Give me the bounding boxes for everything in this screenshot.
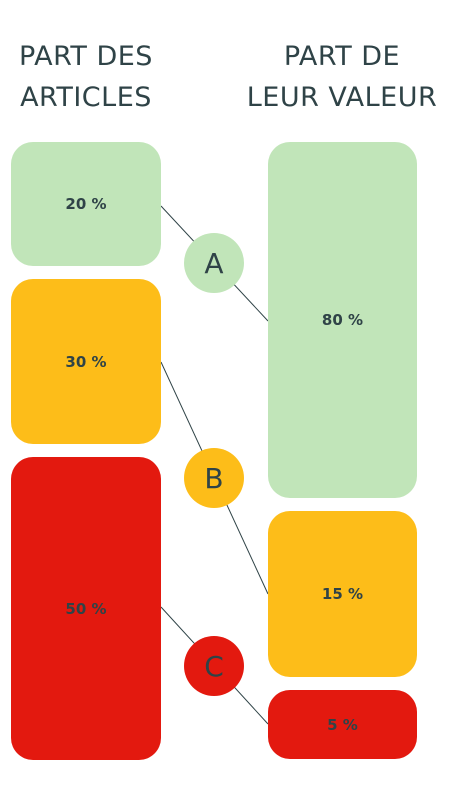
value-block-b: 15 % bbox=[268, 511, 417, 677]
articles-value-c: 50 % bbox=[65, 599, 107, 618]
articles-heading-line-1: PART DES bbox=[19, 41, 153, 72]
value-value-c: 5 % bbox=[327, 715, 358, 734]
articles-block-c: 50 % bbox=[11, 457, 161, 760]
value-block-c: 5 % bbox=[268, 690, 417, 759]
value-block-a: 80 % bbox=[268, 142, 417, 498]
category-label-a: A bbox=[204, 246, 224, 280]
category-badge-a: A bbox=[184, 233, 244, 293]
value-value-a: 80 % bbox=[321, 311, 364, 329]
value-heading-line-2: LEUR VALEUR bbox=[246, 82, 438, 113]
category-label-c: C bbox=[204, 649, 224, 683]
value-share-heading: PART DE LEUR VALEUR bbox=[230, 36, 450, 118]
category-badge-c: C bbox=[184, 636, 244, 696]
value-heading-line-1: PART DE bbox=[283, 41, 401, 72]
articles-block-a: 20 % bbox=[11, 142, 161, 266]
articles-block-b: 30 % bbox=[11, 279, 161, 444]
articles-share-heading: PART DES ARTICLES bbox=[0, 36, 172, 118]
articles-heading-line-2: ARTICLES bbox=[20, 82, 152, 113]
articles-value-b: 30 % bbox=[65, 352, 107, 371]
value-value-b: 15 % bbox=[321, 585, 364, 603]
category-label-b: B bbox=[204, 461, 224, 495]
category-badge-b: B bbox=[184, 448, 244, 508]
articles-value-a: 20 % bbox=[65, 195, 107, 213]
